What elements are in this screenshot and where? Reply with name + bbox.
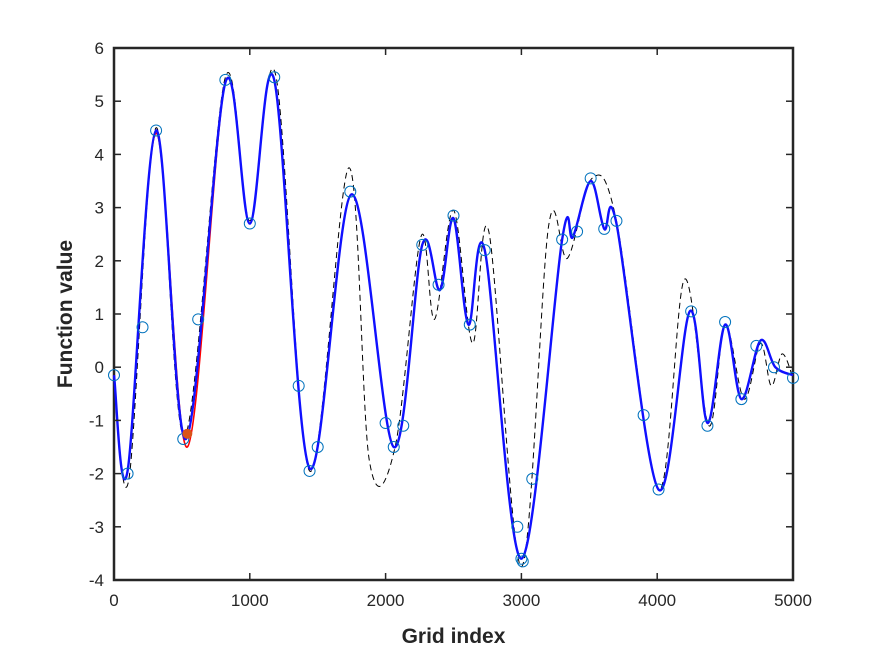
series-line-3 — [112, 73, 794, 560]
highlight-marker — [182, 428, 193, 439]
data-marker — [311, 441, 324, 453]
data-marker — [515, 552, 528, 565]
data-marker — [478, 244, 491, 257]
data-marker — [192, 313, 205, 326]
data-marker — [268, 71, 281, 84]
data-marker — [571, 225, 584, 238]
y-tick-label: -4 — [89, 571, 104, 590]
y-tick-label: -3 — [89, 518, 104, 537]
data-marker — [787, 371, 799, 384]
marker-layer — [108, 71, 799, 568]
data-marker — [701, 419, 714, 432]
data-marker — [637, 409, 650, 422]
data-marker — [303, 464, 316, 477]
data-marker — [767, 361, 780, 374]
data-marker — [685, 305, 698, 318]
data-marker — [511, 520, 524, 533]
y-tick-label: 0 — [95, 358, 104, 377]
x-tick-label: 1000 — [231, 591, 269, 610]
y-tick-label: -2 — [89, 465, 104, 484]
data-marker — [735, 393, 748, 406]
data-marker — [344, 185, 357, 198]
data-marker — [598, 222, 611, 235]
y-tick-label: 3 — [95, 199, 104, 218]
x-tick-label: 5000 — [774, 591, 812, 610]
data-marker — [387, 441, 400, 453]
x-tick-label: 3000 — [502, 591, 540, 610]
series-layer — [112, 68, 794, 568]
data-marker — [219, 73, 232, 86]
y-tick-label: 6 — [95, 39, 104, 58]
data-marker — [652, 483, 665, 496]
data-marker — [610, 214, 623, 227]
data-marker — [719, 315, 732, 328]
data-marker — [292, 379, 305, 392]
data-marker — [556, 233, 569, 246]
data-marker — [750, 339, 763, 352]
data-marker — [397, 419, 410, 432]
data-marker — [432, 278, 445, 291]
tick-layer: 0 1000 2000 3000 4000 5000 -4 -3 -2 -1 0 1 2 3 4 5 6 — [89, 39, 812, 610]
data-marker — [108, 369, 120, 382]
x-axis-label: Grid index — [402, 625, 506, 648]
data-marker — [516, 555, 529, 568]
data-marker — [463, 318, 476, 331]
data-marker — [243, 217, 256, 230]
y-tick-label: 4 — [95, 145, 104, 164]
data-marker — [150, 124, 163, 137]
y-tick-label: -1 — [89, 411, 104, 430]
data-marker — [136, 321, 149, 334]
x-tick-label: 0 — [109, 591, 118, 610]
x-tick-label: 2000 — [367, 591, 405, 610]
series-line-1 — [113, 68, 794, 568]
y-tick-label: 2 — [95, 252, 104, 271]
data-marker — [379, 417, 392, 430]
data-marker — [526, 472, 539, 485]
data-marker — [584, 172, 597, 185]
data-marker — [447, 209, 460, 222]
plot-area — [112, 46, 795, 582]
data-marker — [416, 238, 429, 251]
y-tick-label: 5 — [95, 92, 104, 111]
y-axis-label: Function value — [54, 240, 77, 388]
x-tick-label: 4000 — [638, 591, 676, 610]
y-tick-label: 1 — [95, 305, 104, 324]
data-marker — [121, 467, 134, 480]
